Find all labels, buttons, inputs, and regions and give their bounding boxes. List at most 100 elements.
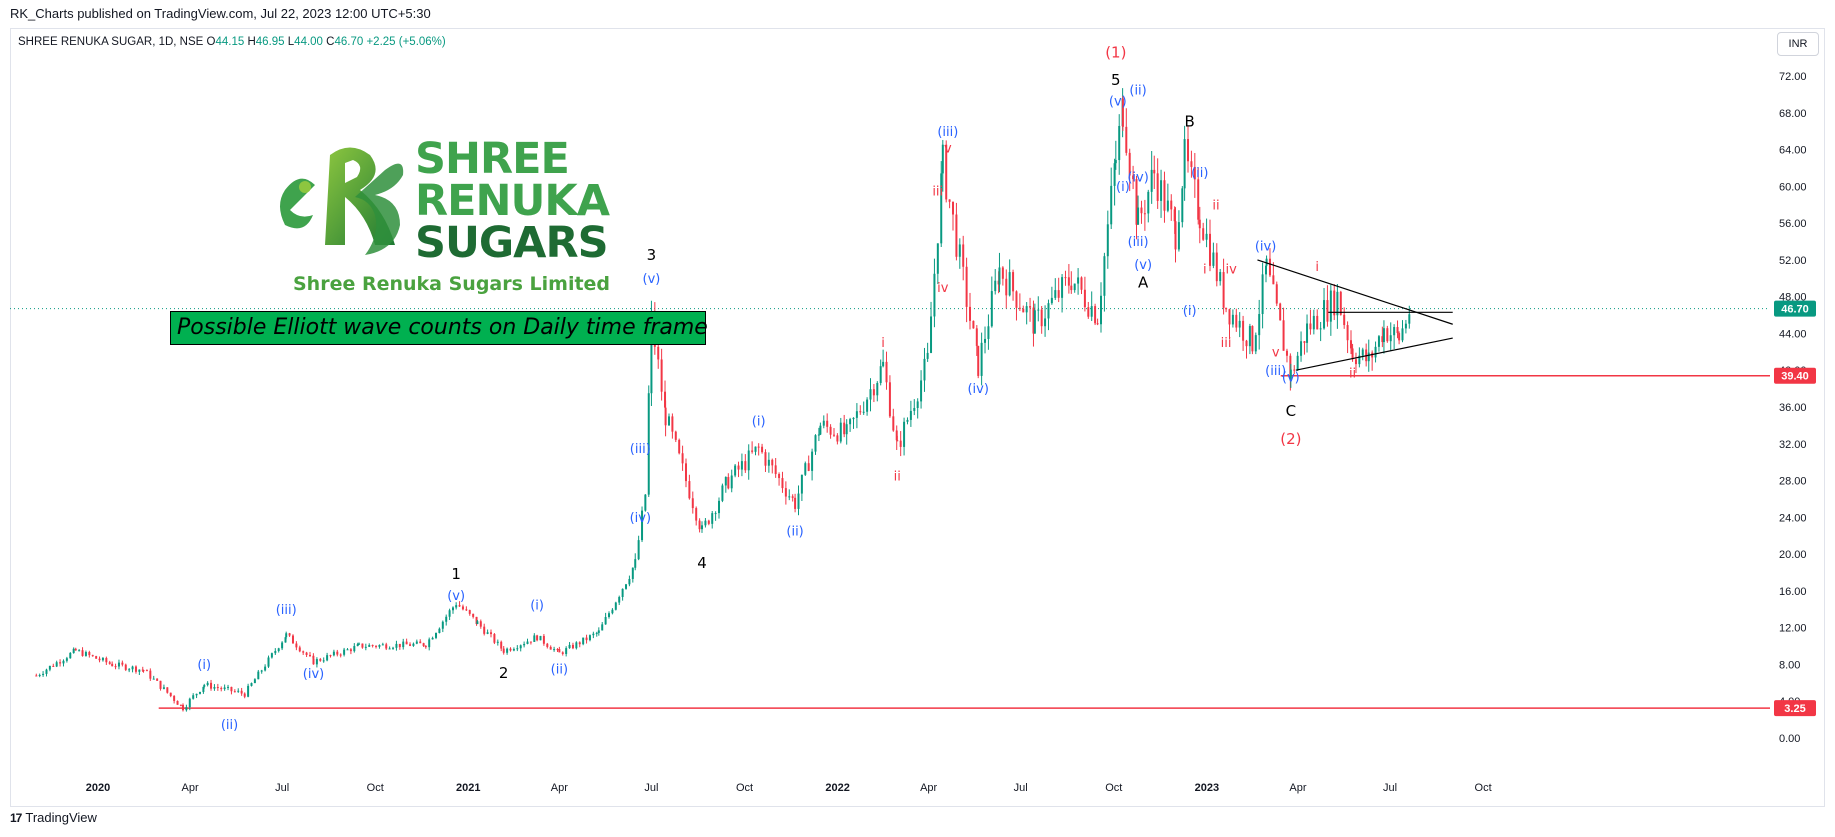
candle-body xyxy=(1025,306,1028,313)
candle-body xyxy=(267,657,270,667)
candle-body xyxy=(1177,222,1180,250)
candle-body xyxy=(496,641,499,643)
candle-body xyxy=(395,643,398,648)
wave-label: (iii) xyxy=(276,603,297,618)
candle-body xyxy=(585,637,588,641)
candle-body xyxy=(1183,139,1186,189)
candle-body xyxy=(332,651,335,656)
candle-body xyxy=(811,451,814,471)
wave-label: (ii) xyxy=(1191,166,1208,181)
x-tick-label: Oct xyxy=(1105,782,1122,794)
candle-body xyxy=(1181,188,1184,223)
candle-body xyxy=(987,326,990,339)
candle-body xyxy=(711,513,714,524)
candle-body xyxy=(247,685,250,697)
candle-body xyxy=(1022,308,1025,313)
candle-body xyxy=(388,648,391,650)
candle-body xyxy=(1401,328,1404,341)
candle-body xyxy=(611,609,614,614)
chart-area[interactable] xyxy=(10,28,1825,807)
candle-body xyxy=(701,525,704,530)
candle-body xyxy=(1173,209,1176,222)
candle-body xyxy=(523,643,526,646)
candle-body xyxy=(767,459,770,466)
candle-body xyxy=(349,649,352,652)
candle-body xyxy=(1343,314,1346,326)
candle-body xyxy=(984,338,987,343)
trendline xyxy=(1257,259,1453,325)
candle-body xyxy=(724,477,727,486)
candle-body xyxy=(1147,191,1150,214)
candle-body xyxy=(536,635,539,641)
candle-body xyxy=(392,647,395,649)
candle-body xyxy=(227,686,230,688)
candle-body xyxy=(625,584,628,589)
currency-button[interactable]: INR xyxy=(1777,32,1819,56)
candle-body xyxy=(791,496,794,498)
candle-body xyxy=(1361,349,1364,356)
candle-body xyxy=(490,632,493,635)
y-tick-label: 64.00 xyxy=(1779,145,1807,157)
candle-body xyxy=(794,497,797,509)
candle-body xyxy=(203,685,206,687)
wave-label: i xyxy=(881,336,885,351)
candle-body xyxy=(1254,335,1257,352)
low-label: L xyxy=(287,36,295,48)
candle-body xyxy=(1190,161,1193,167)
candle-body xyxy=(149,670,152,679)
candle-body xyxy=(634,559,637,568)
candle-body xyxy=(631,567,634,579)
candle-body xyxy=(1001,267,1004,279)
candle-body xyxy=(312,658,315,665)
candle-body xyxy=(188,698,191,708)
symbol-name: SHREE RENUKA SUGAR, 1D, NSE xyxy=(18,36,204,48)
candle-body xyxy=(592,633,595,636)
candle-body xyxy=(1050,297,1053,304)
candle-body xyxy=(1268,258,1271,276)
candle-body xyxy=(202,686,205,692)
wave-label: iv xyxy=(937,281,949,296)
candle-body xyxy=(839,422,842,442)
candle-body xyxy=(452,607,455,611)
candle-body xyxy=(822,420,825,426)
candle-body xyxy=(284,637,287,643)
candle-body xyxy=(1377,336,1380,347)
candle-body xyxy=(1153,169,1156,174)
candle-body xyxy=(1349,340,1352,349)
candle-body xyxy=(65,658,68,661)
y-tick-label: 16.00 xyxy=(1779,586,1807,598)
candle-body xyxy=(1393,327,1396,336)
candle-body xyxy=(45,669,48,674)
candle-body xyxy=(364,646,367,648)
candle-body xyxy=(84,652,87,656)
candle-body xyxy=(969,306,972,321)
candle-body xyxy=(647,393,650,495)
candle-body xyxy=(506,648,509,653)
candle-body xyxy=(895,430,898,441)
candle-body xyxy=(502,648,505,653)
candle-body xyxy=(1166,200,1169,211)
candle-body xyxy=(166,687,169,693)
candle-body xyxy=(493,634,496,643)
candle-body xyxy=(1339,291,1342,315)
candle-body xyxy=(681,453,684,464)
x-tick-label: Oct xyxy=(1475,782,1492,794)
candle-body xyxy=(1386,328,1389,342)
support-price-label: 3.25 xyxy=(1784,703,1805,715)
support-price-tag xyxy=(1774,700,1816,717)
candle-body xyxy=(1057,290,1060,298)
candle-body xyxy=(1054,290,1057,298)
candle-body xyxy=(356,644,359,647)
candle-body xyxy=(1033,310,1036,334)
candle-body xyxy=(1265,258,1268,266)
candle-body xyxy=(558,649,561,653)
x-tick-label: Oct xyxy=(367,782,384,794)
candle-body xyxy=(757,446,760,448)
candle-body xyxy=(1354,359,1357,365)
candle-body xyxy=(650,311,653,394)
candle-body xyxy=(958,244,961,257)
candle-body xyxy=(1238,320,1241,328)
candle-body xyxy=(185,707,188,711)
candle-body xyxy=(1174,221,1177,250)
wave-label: ii xyxy=(1349,367,1356,382)
